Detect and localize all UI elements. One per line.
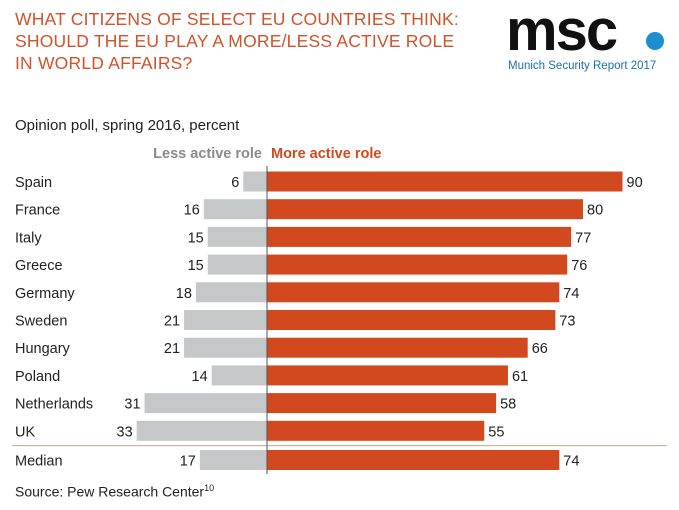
source-text: Source: Pew Research Center — [15, 483, 205, 500]
msc-logo: msc Munich Security Report 2017 — [506, 0, 668, 76]
value-less-greece: 15 — [188, 258, 204, 274]
source-note: Source: Pew Research Center10 — [15, 483, 214, 500]
value-more-netherlands: 58 — [500, 397, 516, 413]
title-line-2: SHOULD THE EU PLAY A MORE/LESS ACTIVE RO… — [15, 31, 455, 51]
value-less-sweden: 21 — [164, 314, 180, 330]
value-more-spain: 90 — [627, 175, 643, 191]
source-footnote-ref: 10 — [204, 483, 215, 493]
bar-less-median — [199, 450, 267, 470]
value-less-poland: 14 — [192, 369, 208, 385]
category-label-median: Median — [15, 454, 63, 470]
value-more-hungary: 66 — [532, 341, 548, 357]
bar-less-poland — [211, 365, 267, 386]
bar-more-median — [267, 450, 560, 470]
bar-more-italy — [267, 226, 572, 247]
bar-more-germany — [267, 282, 560, 303]
value-more-uk: 55 — [488, 424, 504, 440]
value-less-netherlands: 31 — [124, 397, 140, 413]
value-more-italy: 77 — [575, 230, 591, 246]
bar-more-uk — [267, 420, 485, 441]
value-less-spain: 6 — [231, 175, 239, 191]
value-more-france: 80 — [587, 203, 603, 219]
bar-more-hungary — [267, 337, 528, 358]
bar-less-germany — [195, 282, 267, 303]
logo-wordmark: msc — [506, 0, 618, 63]
bar-more-poland — [267, 365, 508, 386]
category-label-france: France — [15, 203, 60, 219]
logo-dot-icon — [646, 32, 664, 50]
category-label-poland: Poland — [15, 369, 60, 385]
value-less-hungary: 21 — [164, 341, 180, 357]
value-more-poland: 61 — [512, 369, 528, 385]
category-label-sweden: Sweden — [15, 314, 67, 330]
value-more-greece: 76 — [571, 258, 587, 274]
bar-less-hungary — [184, 337, 267, 358]
logo-subtitle: Munich Security Report 2017 — [508, 60, 657, 72]
bar-more-greece — [267, 254, 568, 275]
value-more-sweden: 73 — [559, 314, 575, 330]
title-line-1: WHAT CITIZENS OF SELECT EU COUNTRIES THI… — [15, 9, 459, 29]
bar-more-spain — [267, 171, 623, 192]
bar-less-italy — [207, 226, 267, 247]
value-more-germany: 74 — [563, 286, 579, 302]
category-label-netherlands: Netherlands — [15, 397, 93, 413]
category-label-greece: Greece — [15, 258, 63, 274]
value-less-italy: 15 — [188, 230, 204, 246]
value-less-median: 17 — [180, 454, 196, 470]
chart-subtitle: Opinion poll, spring 2016, percent — [15, 117, 240, 134]
title-line-3: IN WORLD AFFAIRS? — [15, 53, 193, 73]
legend-more-active: More active role — [271, 146, 382, 162]
bar-more-france — [267, 199, 583, 220]
value-less-uk: 33 — [117, 424, 133, 440]
category-label-hungary: Hungary — [15, 341, 71, 357]
bar-less-sweden — [184, 310, 267, 330]
bar-less-france — [203, 199, 267, 220]
chart-title: WHAT CITIZENS OF SELECT EU COUNTRIES THI… — [15, 8, 485, 74]
bar-less-netherlands — [144, 393, 267, 414]
bar-more-netherlands — [267, 393, 497, 414]
value-less-germany: 18 — [176, 286, 192, 302]
bar-less-spain — [243, 171, 267, 192]
value-more-median: 74 — [563, 454, 579, 470]
legend-less-active: Less active role — [153, 146, 262, 162]
bar-less-greece — [207, 254, 267, 275]
category-label-uk: UK — [15, 424, 35, 440]
category-label-spain: Spain — [15, 175, 52, 191]
category-label-italy: Italy — [15, 230, 42, 246]
category-label-germany: Germany — [15, 286, 75, 302]
value-less-france: 16 — [184, 203, 200, 219]
bar-less-uk — [136, 420, 267, 441]
bar-more-sweden — [267, 310, 556, 330]
